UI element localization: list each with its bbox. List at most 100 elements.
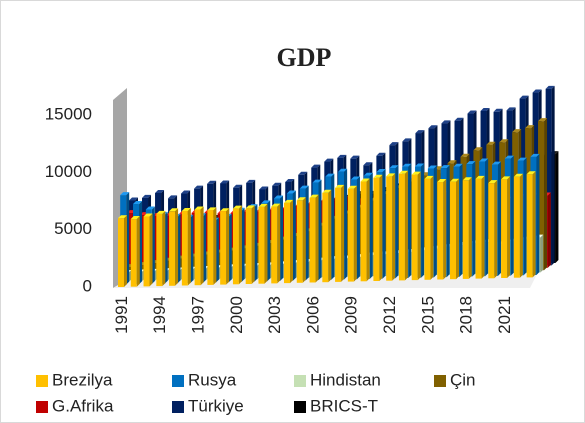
bar-side: [290, 199, 294, 284]
bar: [284, 202, 291, 284]
bar-top: [402, 163, 412, 167]
bar: [169, 211, 176, 286]
bar-side: [379, 174, 383, 281]
bar-top: [220, 208, 230, 212]
bar-side: [318, 179, 322, 281]
bar-top: [460, 153, 470, 157]
bar-top: [504, 155, 514, 159]
bar-side: [151, 206, 155, 284]
bar-side: [443, 179, 447, 280]
bar-top: [427, 165, 437, 169]
bar-top: [338, 168, 348, 172]
bar: [344, 213, 351, 275]
x-tick-label: 2006: [303, 296, 322, 334]
bar-top: [360, 178, 370, 182]
bar-top: [415, 130, 425, 134]
bar: [357, 207, 364, 275]
legend-marker: [434, 375, 446, 387]
bar-side: [456, 178, 460, 280]
bar-side: [213, 207, 217, 285]
bar-top: [120, 192, 130, 196]
bar: [424, 178, 431, 280]
x-tick-label: 2000: [227, 296, 246, 334]
bar: [322, 192, 329, 283]
bar-top: [181, 190, 191, 194]
bar-top: [499, 139, 509, 143]
bar-side: [532, 171, 536, 278]
bar-top: [428, 125, 438, 129]
bar-top: [402, 138, 412, 142]
bar: [143, 216, 150, 287]
bar: [118, 218, 124, 287]
bar-top: [398, 170, 408, 174]
bar-side: [404, 170, 408, 281]
bar-top: [454, 117, 464, 121]
bar-side: [341, 184, 345, 282]
bar-top: [441, 120, 451, 124]
bar: [181, 210, 188, 286]
bar-side: [226, 208, 230, 285]
bar-top: [258, 203, 268, 207]
bar: [475, 178, 482, 279]
bar-top: [480, 107, 490, 111]
bar-top: [130, 216, 140, 220]
bar-top: [501, 176, 511, 180]
bar-side: [430, 175, 434, 280]
bar: [526, 174, 533, 278]
bar-side: [485, 158, 489, 277]
bar: [462, 180, 469, 279]
bar: [258, 206, 265, 284]
x-tick-label: 1994: [150, 296, 169, 334]
x-tick-label: 1991: [112, 296, 131, 334]
chart-title: GDP: [277, 43, 332, 72]
bar: [370, 200, 377, 275]
bar-top: [479, 158, 489, 162]
bar-side: [519, 173, 523, 278]
bar-top: [322, 189, 332, 193]
bar-side: [433, 165, 437, 278]
bar-side: [472, 161, 476, 277]
bar-top: [143, 213, 153, 217]
bar-top: [506, 107, 516, 111]
bar-side: [251, 205, 255, 284]
bar-side: [203, 213, 207, 283]
legend-marker: [172, 401, 184, 413]
legend-marker: [172, 375, 184, 387]
bar-top: [450, 178, 460, 182]
bar-top: [233, 184, 243, 188]
bar-side: [536, 153, 540, 275]
bar-top: [155, 189, 165, 193]
bar-top: [312, 179, 322, 183]
bar-side: [547, 192, 551, 268]
bar-top: [298, 171, 308, 175]
bar: [513, 176, 520, 278]
bar: [450, 181, 457, 280]
bar-top: [350, 155, 360, 159]
bar-top: [284, 199, 294, 203]
bar-side: [315, 194, 319, 283]
bar-top: [232, 205, 242, 209]
bar-side: [551, 85, 555, 266]
bar-top: [389, 165, 399, 169]
bar: [139, 215, 146, 278]
bar-top: [129, 197, 138, 201]
bar-top: [415, 163, 425, 167]
bar-side: [190, 214, 194, 284]
bar-side: [305, 185, 309, 281]
y-tick-label: 0: [83, 276, 92, 295]
bar-side: [200, 206, 204, 286]
bar-top: [462, 177, 472, 181]
legend-marker: [294, 401, 306, 413]
bar-top: [350, 176, 360, 180]
bar: [538, 121, 545, 271]
bar: [309, 197, 316, 283]
bar: [152, 216, 159, 277]
bar-top: [299, 185, 309, 189]
bar: [156, 213, 163, 287]
x-tick-label: 2018: [457, 296, 476, 334]
bar-side: [149, 213, 153, 287]
bar: [126, 213, 133, 278]
legend-label: Rusya: [188, 370, 237, 389]
bar-side: [523, 157, 527, 276]
bar-top: [475, 175, 485, 179]
